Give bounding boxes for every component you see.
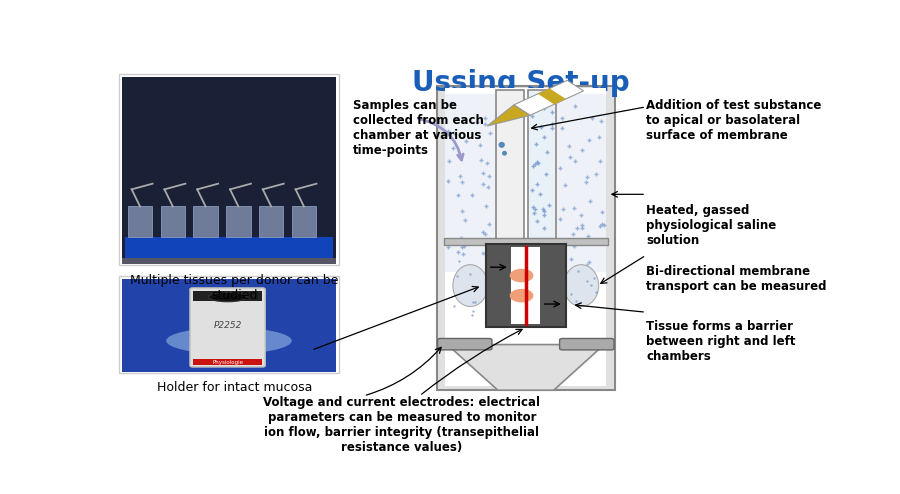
- Bar: [125, 237, 333, 258]
- Bar: [226, 206, 250, 237]
- Bar: [436, 86, 615, 390]
- Text: Holder for intact mucosa: Holder for intact mucosa: [157, 381, 312, 394]
- Bar: [528, 90, 556, 242]
- Text: Heated, gassed
physiological saline
solution: Heated, gassed physiological saline solu…: [646, 204, 777, 247]
- Bar: [120, 75, 339, 265]
- Text: P2252: P2252: [213, 321, 242, 330]
- Bar: [122, 279, 337, 372]
- FancyBboxPatch shape: [190, 288, 266, 367]
- Text: Samples can be
collected from each
chamber at various
time-points: Samples can be collected from each chamb…: [353, 99, 484, 157]
- Text: Voltage and current electrodes: electrical
parameters can be measured to monitor: Voltage and current electrodes: electric…: [264, 396, 541, 454]
- PathPatch shape: [447, 345, 604, 390]
- Ellipse shape: [453, 265, 488, 306]
- Bar: [193, 359, 263, 366]
- Bar: [511, 247, 540, 325]
- Bar: [446, 88, 607, 386]
- Ellipse shape: [209, 292, 247, 302]
- Bar: [514, 81, 583, 115]
- Bar: [292, 206, 316, 237]
- Bar: [444, 239, 608, 246]
- Bar: [529, 91, 554, 238]
- Bar: [120, 276, 339, 373]
- Bar: [128, 206, 152, 237]
- Bar: [122, 77, 337, 263]
- Text: Tissue forms a barrier
between right and left
chambers: Tissue forms a barrier between right and…: [646, 320, 796, 363]
- Bar: [160, 206, 185, 237]
- Bar: [122, 258, 337, 263]
- FancyBboxPatch shape: [560, 338, 614, 350]
- Bar: [193, 291, 263, 301]
- Bar: [496, 90, 524, 242]
- Text: Ussing Set-up: Ussing Set-up: [411, 69, 629, 97]
- Ellipse shape: [166, 328, 292, 354]
- Circle shape: [510, 289, 533, 302]
- Bar: [486, 244, 566, 328]
- Ellipse shape: [503, 152, 506, 155]
- Text: Physiologie: Physiologie: [212, 360, 243, 365]
- Text: Bi-directional membrane
transport can be measured: Bi-directional membrane transport can be…: [646, 265, 826, 292]
- Bar: [194, 206, 218, 237]
- FancyBboxPatch shape: [437, 338, 492, 350]
- Bar: [259, 206, 284, 237]
- Circle shape: [510, 270, 533, 282]
- Text: Multiple tissues per donor can be
studied: Multiple tissues per donor can be studie…: [130, 274, 338, 302]
- Polygon shape: [487, 105, 530, 126]
- Ellipse shape: [563, 265, 598, 306]
- Bar: [446, 93, 496, 272]
- Bar: [556, 93, 607, 272]
- Text: Addition of test substance
to apical or basolateral
surface of membrane: Addition of test substance to apical or …: [646, 99, 822, 142]
- Ellipse shape: [500, 143, 504, 147]
- Bar: [538, 88, 566, 104]
